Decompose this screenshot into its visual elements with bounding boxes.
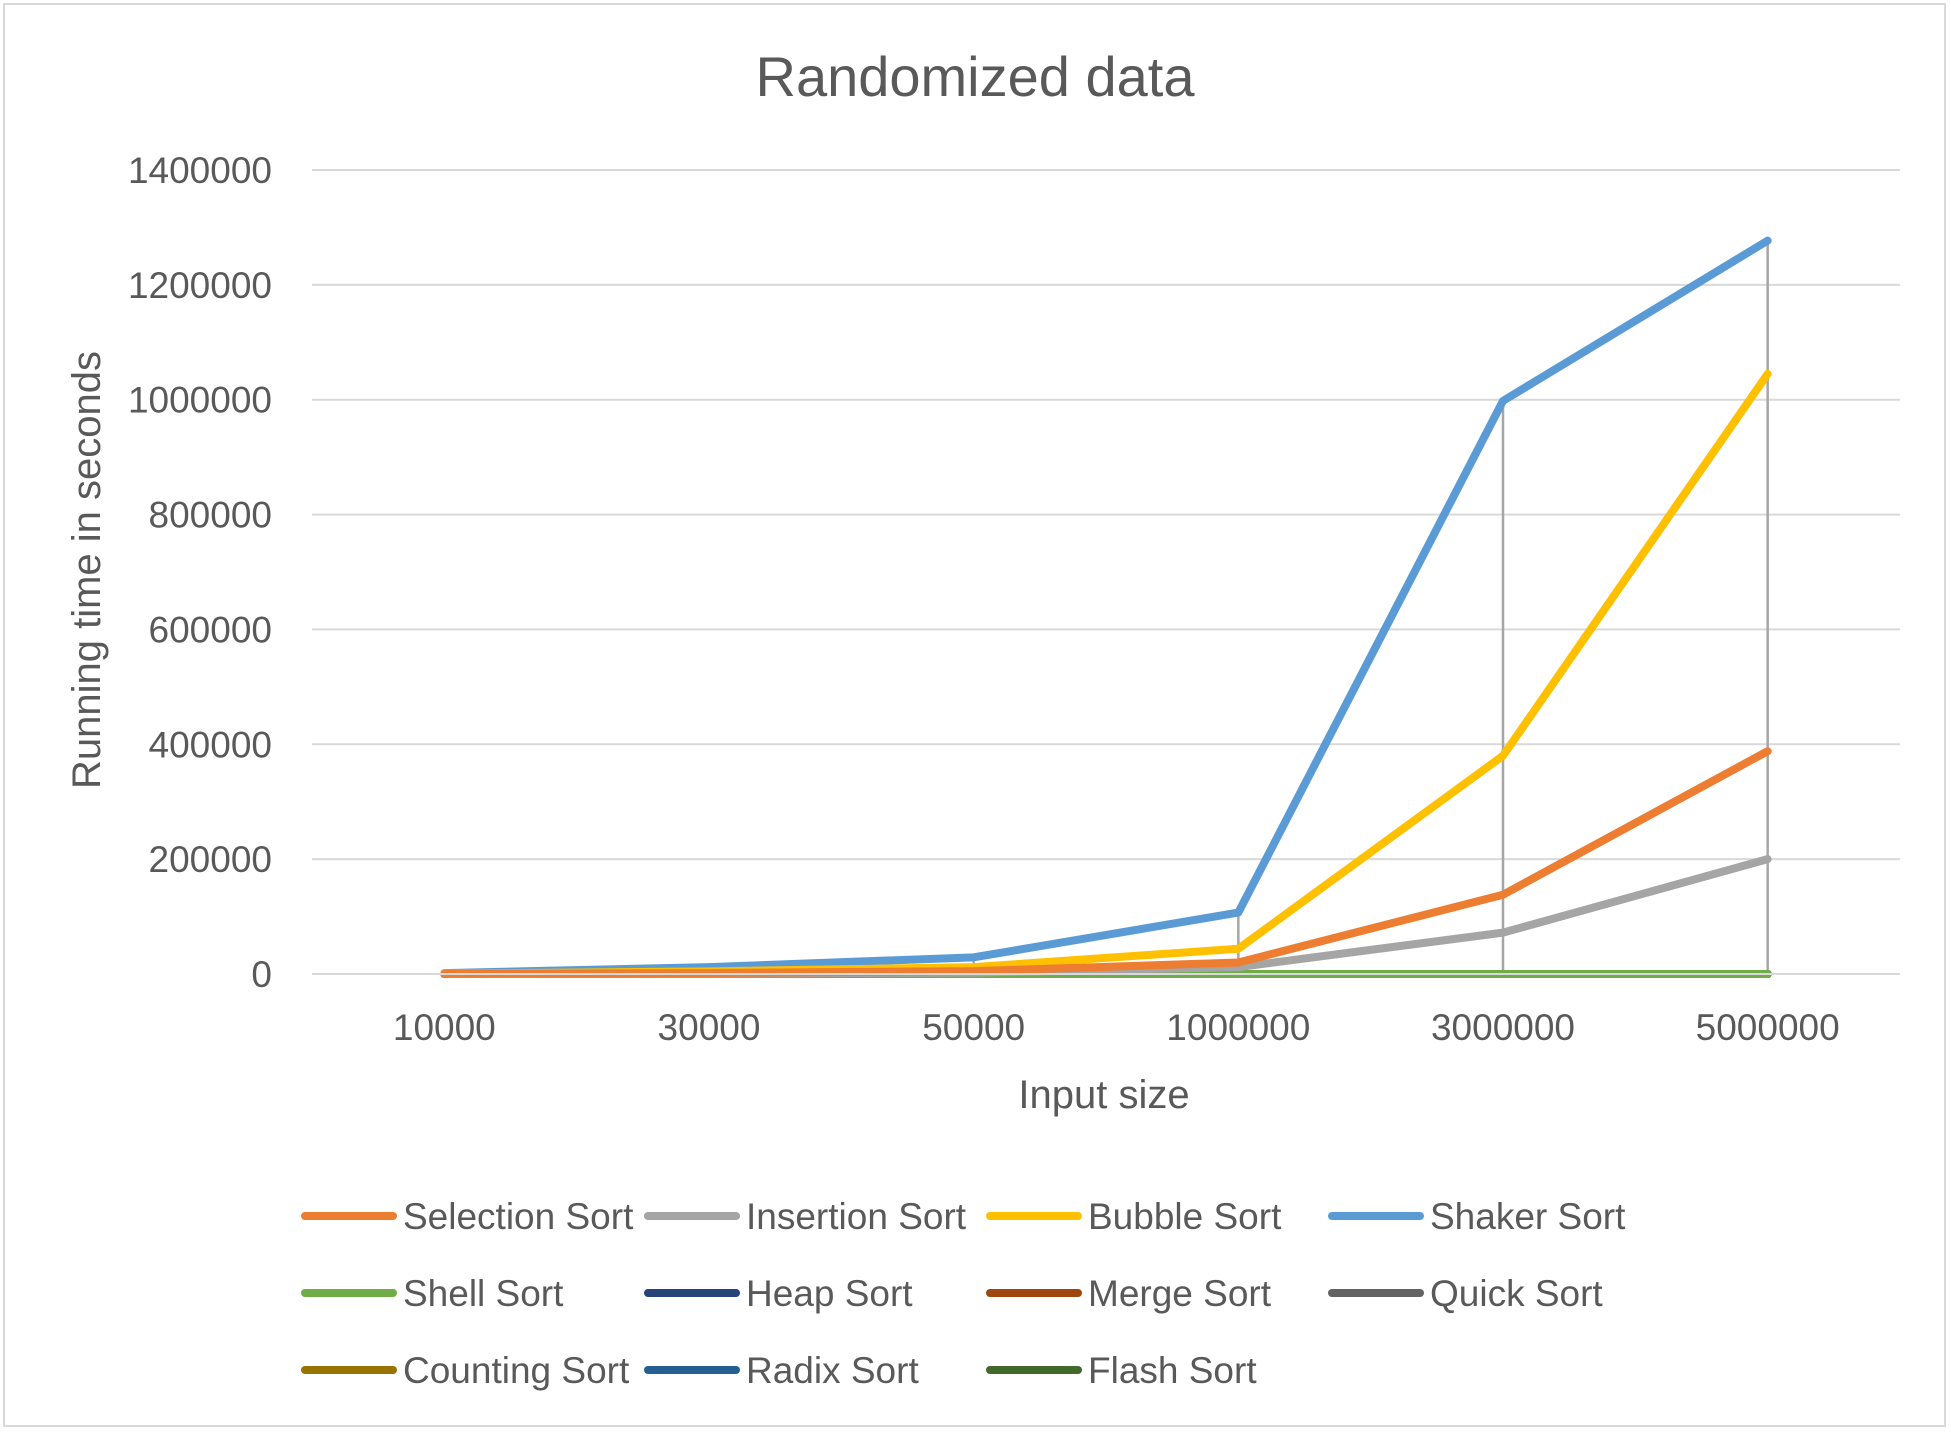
legend-label: Radix Sort <box>746 1350 919 1391</box>
y-tick-label: 0 <box>251 954 272 995</box>
y-tick-label: 400000 <box>149 724 272 765</box>
y-tick-label: 1000000 <box>128 380 272 421</box>
x-axis-title: Input size <box>1018 1073 1189 1117</box>
chart-title: Randomized data <box>756 45 1196 108</box>
legend-label: Quick Sort <box>1430 1273 1603 1314</box>
legend-item: Merge Sort <box>986 1273 1272 1314</box>
legend-item: Selection Sort <box>301 1196 634 1237</box>
legend-item: Heap Sort <box>644 1273 913 1314</box>
x-tick-label: 10000 <box>393 1007 496 1048</box>
x-tick-label: 1000000 <box>1166 1007 1310 1048</box>
legend-label: Heap Sort <box>746 1273 913 1314</box>
legend-item: Flash Sort <box>986 1350 1257 1391</box>
chart-frame <box>3 3 1946 1427</box>
legend-item: Radix Sort <box>644 1350 919 1391</box>
legend-item: Quick Sort <box>1328 1273 1603 1314</box>
legend-label: Merge Sort <box>1088 1273 1272 1314</box>
x-tick-label: 30000 <box>658 1007 761 1048</box>
legend-item: Bubble Sort <box>986 1196 1282 1237</box>
legend-label: Insertion Sort <box>746 1196 967 1237</box>
x-tick-label: 5000000 <box>1696 1007 1840 1048</box>
series-line-selection-sort <box>440 747 1772 978</box>
legend-label: Shaker Sort <box>1430 1196 1626 1237</box>
y-axis-ticks: 0 200000 400000 600000 800000 1000000 1200000 1… <box>128 150 272 995</box>
legend-item: Counting Sort <box>301 1350 630 1391</box>
drop-lines <box>443 240 1769 974</box>
y-tick-label: 200000 <box>149 839 272 880</box>
y-axis-title: Running time in seconds <box>65 351 109 789</box>
y-tick-label: 1400000 <box>128 150 272 191</box>
legend-label: Shell Sort <box>403 1273 564 1314</box>
legend-item: Shaker Sort <box>1328 1196 1626 1237</box>
legend-label: Flash Sort <box>1088 1350 1257 1391</box>
legend-item: Shell Sort <box>301 1273 564 1314</box>
x-axis-ticks: 10000 30000 50000 1000000 3000000 5000000 <box>393 1007 1840 1048</box>
y-tick-label: 600000 <box>149 609 272 650</box>
gridlines <box>312 169 1900 861</box>
y-tick-label: 800000 <box>149 495 272 536</box>
legend-label: Bubble Sort <box>1088 1196 1282 1237</box>
legend-item: Insertion Sort <box>644 1196 967 1237</box>
x-tick-label: 3000000 <box>1431 1007 1575 1048</box>
x-tick-label: 50000 <box>922 1007 1025 1048</box>
series-line-bubble-sort <box>440 369 1772 978</box>
legend-label: Selection Sort <box>403 1196 634 1237</box>
legend-label: Counting Sort <box>403 1350 630 1391</box>
legend: Selection Sort Insertion Sort Bubble Sort S… <box>301 1196 1626 1391</box>
y-tick-label: 1200000 <box>128 265 272 306</box>
series-lines <box>440 236 1772 978</box>
